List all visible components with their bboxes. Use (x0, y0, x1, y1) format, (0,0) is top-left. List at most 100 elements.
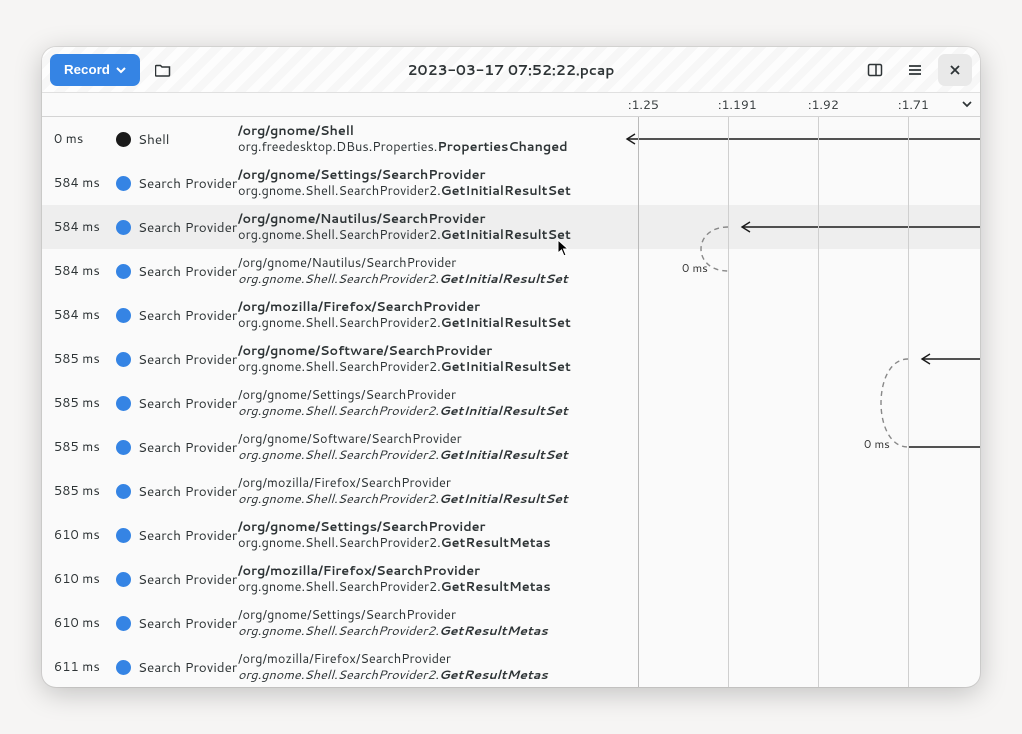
row-sender: Search Provider (138, 218, 238, 237)
app-window: Record 2023-03-17 07:52:22.pcap :1.25 :1.… (42, 47, 980, 687)
row-sender: Search Provider (138, 482, 238, 501)
table-row[interactable]: 585 msSearch Provider/org/gnome/Software… (42, 337, 980, 381)
row-dot (116, 220, 138, 235)
row-time: 585 ms (54, 438, 116, 456)
row-dot (116, 396, 138, 411)
sender-dot-icon (116, 264, 131, 279)
sender-dot-icon (116, 132, 131, 147)
lane-line (818, 117, 819, 687)
timeline-header: :1.25:1.191:1.92:1.71 (42, 93, 980, 117)
close-button[interactable] (938, 54, 972, 86)
sender-dot-icon (116, 440, 131, 455)
row-member: GetResultMetas (441, 534, 551, 552)
table-row[interactable]: 584 msSearch Provider/org/gnome/Settings… (42, 161, 980, 205)
row-time: 0 ms (54, 130, 116, 148)
row-interface: org.gnome.Shell.SearchProvider2.GetIniti… (238, 183, 972, 199)
row-message: /org/gnome/Nautilus/SearchProviderorg.gn… (238, 255, 980, 287)
row-member: GetResultMetas (439, 622, 548, 640)
row-interface: org.gnome.Shell.SearchProvider2.GetIniti… (238, 271, 972, 287)
sender-dot-icon (116, 352, 131, 367)
row-time: 585 ms (54, 350, 116, 368)
window-title: 2023-03-17 07:52:22.pcap (42, 60, 980, 80)
table-row[interactable]: 585 ms Search Provider/org/mozilla/Firefo… (42, 469, 980, 513)
row-message: /org/gnome/Software/SearchProviderorg.gn… (238, 343, 980, 375)
row-sender: Search Provider (138, 614, 238, 633)
record-button[interactable]: Record (50, 54, 140, 86)
row-path: /org/gnome/Settings/SearchProvider (238, 519, 972, 535)
row-interface: org.gnome.Shell.SearchProvider2.GetResul… (238, 667, 972, 683)
row-member: GetInitialResultSet (439, 270, 568, 288)
row-member: GetInitialResultSet (441, 314, 571, 332)
row-message: /org/mozilla/Firefox/SearchProviderorg.g… (238, 475, 980, 507)
row-path: /org/gnome/Software/SearchProvider (238, 431, 972, 447)
row-path: /org/gnome/Settings/SearchProvider (238, 167, 972, 183)
row-interface: org.gnome.Shell.SearchProvider2.GetIniti… (238, 227, 972, 243)
row-time: 585 ms (54, 482, 116, 500)
row-interface: org.freedesktop.DBus.Properties.Properti… (238, 139, 972, 155)
row-member: GetResultMetas (439, 666, 548, 684)
table-row[interactable]: 611 msSearch Provider/org/mozilla/Firefo… (42, 645, 980, 687)
sender-dot-icon (116, 396, 131, 411)
row-time: 610 ms (54, 570, 116, 588)
message-list[interactable]: 0 ms Shell/org/gnome/Shellorg.freedesktop… (42, 117, 980, 687)
row-dot (116, 484, 138, 499)
row-dot (116, 572, 138, 587)
row-member: GetResultMetas (441, 578, 551, 596)
row-sender: Search Provider (138, 438, 238, 457)
close-icon (948, 63, 962, 77)
row-message: /org/gnome/Settings/SearchProviderorg.gn… (238, 167, 980, 199)
record-button-label: Record (64, 62, 110, 77)
folder-icon (155, 62, 171, 78)
sender-dot-icon (116, 572, 131, 587)
row-path: /org/gnome/Settings/SearchProvider (238, 607, 972, 623)
row-member: PropertiesChanged (437, 138, 567, 156)
row-dot (116, 308, 138, 323)
row-dot (116, 440, 138, 455)
table-row[interactable]: 584 msSearch Provider/org/gnome/Nautilus… (42, 249, 980, 293)
row-interface: org.gnome.Shell.SearchProvider2.GetIniti… (238, 403, 972, 419)
sender-dot-icon (116, 220, 131, 235)
table-row[interactable]: 584 msSearch Provider/org/mozilla/Firefo… (42, 293, 980, 337)
row-sender: Search Provider (138, 394, 238, 413)
row-sender: Shell (138, 130, 238, 149)
row-interface: org.gnome.Shell.SearchProvider2.GetIniti… (238, 315, 972, 331)
table-row[interactable]: 0 ms Shell/org/gnome/Shellorg.freedesktop… (42, 117, 980, 161)
row-time: 584 ms (54, 218, 116, 236)
row-member: GetInitialResultSet (439, 446, 568, 464)
expand-columns-button[interactable] (960, 96, 974, 116)
row-message: /org/mozilla/Firefox/SearchProviderorg.g… (238, 563, 980, 595)
open-file-button[interactable] (146, 54, 180, 86)
row-message: /org/gnome/Shellorg.freedesktop.DBus.Pro… (238, 123, 980, 155)
row-dot (116, 176, 138, 191)
headerbar: Record 2023-03-17 07:52:22.pcap (42, 47, 980, 93)
sidebar-toggle-button[interactable] (858, 54, 892, 86)
row-interface: org.gnome.Shell.SearchProvider2.GetIniti… (238, 447, 972, 463)
row-member: GetInitialResultSet (441, 182, 571, 200)
panel-icon (867, 62, 883, 78)
row-dot (116, 528, 138, 543)
table-row[interactable]: 584 ms Search Provider/org/gnome/Nautilus… (42, 205, 980, 249)
row-path: /org/mozilla/Firefox/SearchProvider (238, 475, 972, 491)
row-path: /org/mozilla/Firefox/SearchProvider (238, 299, 972, 315)
table-row[interactable]: 585 msSearch Provider/org/gnome/Settings… (42, 381, 980, 425)
sender-dot-icon (116, 176, 131, 191)
row-path: /org/gnome/Nautilus/SearchProvider (238, 211, 972, 227)
row-message: /org/gnome/Settings/SearchProviderorg.gn… (238, 387, 980, 419)
row-sender: Search Provider (138, 658, 238, 677)
table-row[interactable]: 610 msSearch Provider/org/gnome/Settings… (42, 513, 980, 557)
duration-badge: 0 ms (864, 435, 890, 452)
lane-label: :1.71 (898, 96, 929, 114)
lane-label: :1.92 (808, 96, 839, 114)
row-time: 584 ms (54, 174, 116, 192)
row-sender: Search Provider (138, 306, 238, 325)
row-interface: org.gnome.Shell.SearchProvider2.GetResul… (238, 579, 972, 595)
table-row[interactable]: 585 ms Search Provider/org/gnome/Software… (42, 425, 980, 469)
hamburger-icon (907, 62, 923, 78)
table-row[interactable]: 610 ms Search Provider/org/mozilla/Firefo… (42, 557, 980, 601)
row-sender: Search Provider (138, 570, 238, 589)
sender-dot-icon (116, 528, 131, 543)
table-row[interactable]: 610 msSearch Provider/org/gnome/Settings… (42, 601, 980, 645)
menu-button[interactable] (898, 54, 932, 86)
lane-line (728, 117, 729, 687)
lane-label: :1.25 (628, 96, 659, 114)
